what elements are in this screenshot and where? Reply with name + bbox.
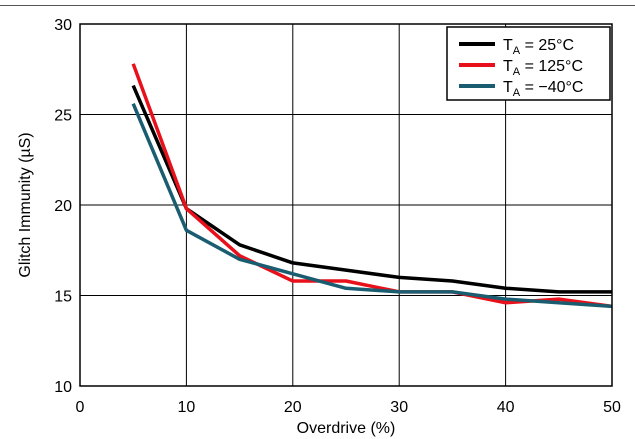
y-tick-labels: 10 15 20 25 30	[54, 17, 72, 396]
legend: TA = 25°CTA = 125°CTA = −40°C	[446, 26, 611, 101]
series-line-3	[131, 102, 613, 309]
y-tick-label: 10	[54, 379, 72, 396]
y-tick-label: 20	[54, 198, 72, 215]
y-tick-label: 15	[54, 289, 72, 306]
y-tick-label: 25	[54, 108, 72, 125]
header-rule	[0, 5, 635, 6]
x-tick-label: 20	[284, 399, 302, 416]
legend-entry: TA = −40°C	[503, 79, 583, 99]
x-tick-label: 50	[603, 399, 621, 416]
x-tick-label: 10	[178, 399, 196, 416]
x-tick-labels: 0 10 20 30 40 50	[76, 399, 621, 416]
plot-frame	[79, 23, 613, 387]
x-tick-label: 0	[76, 399, 85, 416]
x-tick-label: 40	[497, 399, 515, 416]
series-line-1	[131, 84, 612, 294]
legend-entry: TA = 25°C	[503, 37, 574, 57]
x-tick-label: 30	[390, 399, 408, 416]
x-axis-label: Overdrive (%)	[297, 420, 396, 437]
grid	[80, 24, 612, 386]
y-tick-label: 30	[54, 17, 72, 34]
legend-entry: TA = 125°C	[503, 58, 583, 78]
y-axis-label: Glitch Immunity (µS)	[17, 132, 34, 277]
series-lines	[131, 63, 613, 309]
